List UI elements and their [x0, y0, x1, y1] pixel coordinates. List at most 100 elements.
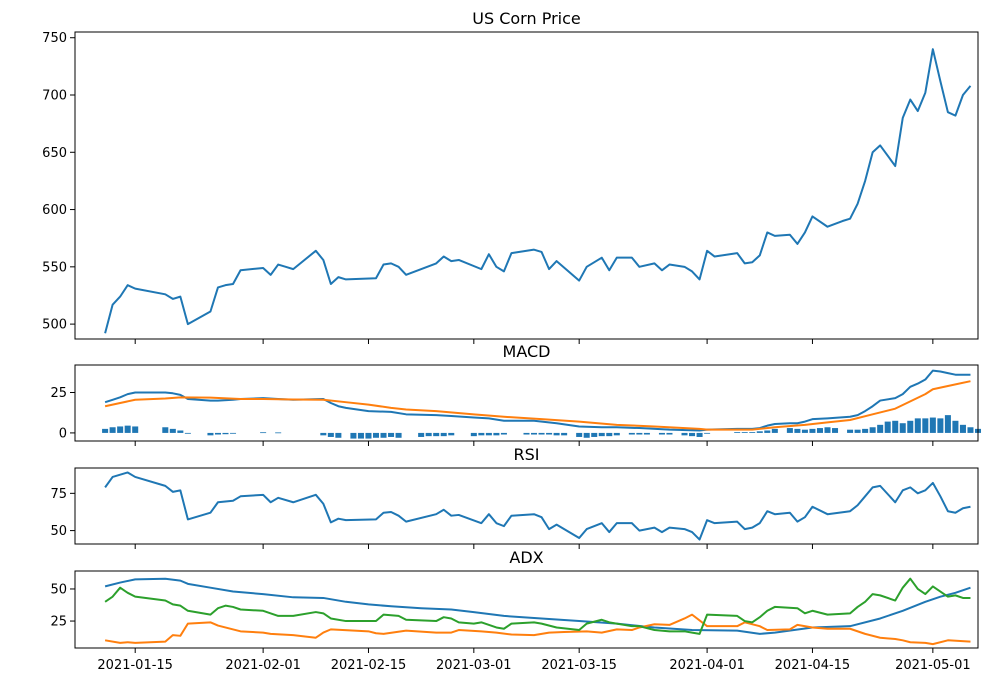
macd-ytick-label: 0 [59, 426, 67, 441]
macd-histogram-bar [606, 432, 613, 437]
macd-histogram-bar [922, 418, 929, 433]
macd-histogram-bar [847, 429, 854, 433]
macd-histogram-bar [531, 432, 538, 435]
macd-histogram-bar [117, 426, 124, 433]
macd-histogram-bar [937, 418, 944, 433]
price-blue-line [104, 48, 972, 334]
macd-histogram-bar [478, 432, 485, 436]
macd-histogram-bar [230, 432, 237, 434]
macd-frame [74, 364, 979, 442]
macd-histogram-bar [523, 432, 530, 435]
adx-ytick-label: 50 [50, 582, 67, 597]
macd-histogram-bar [169, 428, 176, 433]
x-tick-label: 2021-04-15 [775, 658, 851, 673]
macd-histogram-bar [109, 427, 116, 433]
macd-histogram-bar [425, 432, 432, 437]
macd-histogram-bar [214, 432, 221, 435]
rsi-blue-line [104, 471, 971, 541]
rsi-frame [74, 467, 979, 545]
macd-histogram-bar [372, 432, 380, 438]
macd-histogram-bar [418, 432, 425, 437]
macd-histogram-bar [320, 432, 327, 436]
macd-histogram-bar [485, 432, 492, 436]
macd-histogram-bar [952, 420, 959, 433]
macd-histogram-bar [689, 432, 696, 437]
macd-histogram-bar [553, 432, 560, 436]
macd-orange-line [104, 380, 971, 431]
macd-histogram-bar [124, 425, 131, 433]
macd-histogram-bar [470, 432, 477, 437]
macd-histogram-bar [102, 428, 109, 433]
macd-histogram-bar [177, 430, 184, 433]
price-ytick-label: 550 [42, 260, 67, 275]
macd-histogram-bar [944, 415, 951, 433]
macd-histogram-bar [576, 432, 583, 437]
macd-histogram-bar [335, 432, 342, 438]
adx-green-line [104, 577, 971, 635]
macd-histogram-bar [583, 432, 590, 438]
macd-histogram-bar [350, 432, 357, 439]
macd-histogram-bar [395, 432, 402, 438]
adx-ytick-label: 25 [50, 615, 67, 630]
macd-histogram-bar [764, 430, 771, 433]
macd-histogram-bar [440, 432, 447, 437]
macd-histogram-bar [771, 428, 778, 433]
macd-histogram-bar [546, 432, 553, 435]
macd-histogram-bar [824, 427, 831, 433]
price-ytick-label: 700 [42, 89, 67, 104]
macd-histogram-bar [696, 432, 703, 437]
macd-histogram-bar [929, 417, 936, 433]
macd-histogram-bar [275, 432, 282, 434]
adx-title: ADX [509, 548, 543, 567]
macd-histogram-bar [794, 428, 801, 433]
x-tick-label: 2021-04-01 [669, 658, 745, 673]
macd-histogram-bar [816, 428, 823, 433]
price-ytick-label: 750 [42, 31, 67, 46]
adx-orange-line [104, 613, 971, 646]
x-tick-label: 2021-03-01 [436, 658, 512, 673]
macd-histogram-bar [681, 432, 688, 436]
macd-histogram-bar [433, 432, 440, 437]
macd-histogram-bar [448, 432, 455, 436]
macd-histogram-bar [749, 432, 756, 433]
rsi-ytick-label: 75 [50, 487, 67, 502]
macd-histogram-bar [892, 420, 899, 433]
macd-histogram-bar [832, 428, 839, 433]
macd-histogram-bar [388, 432, 395, 437]
x-tick-label: 2021-01-15 [97, 658, 173, 673]
macd-histogram-bar [598, 432, 605, 437]
macd-histogram-bar [877, 424, 884, 433]
macd-histogram-bar [493, 432, 500, 436]
macd-histogram-bar [809, 428, 816, 433]
x-tick-label: 2021-02-01 [225, 658, 301, 673]
macd-histogram-bar [786, 428, 793, 433]
macd-histogram-bar [734, 432, 741, 433]
macd-ytick-label: 25 [50, 386, 67, 401]
macd-histogram-bar [327, 432, 334, 437]
macd-histogram-bar [643, 432, 650, 435]
macd-histogram-bar [801, 429, 808, 433]
macd-histogram-bar [260, 432, 267, 434]
adx-panel: ADX 25 50 2021-01-15 2021-02-01 2021-02-15 202… [50, 548, 979, 673]
macd-histogram-bar [222, 432, 229, 435]
macd-histogram-bar [854, 429, 861, 433]
adx-frame [74, 570, 979, 649]
macd-histogram-bar [561, 432, 568, 436]
rsi-title: RSI [514, 445, 540, 464]
adx-blue-line [104, 577, 971, 635]
macd-histogram-bar [628, 432, 635, 435]
macd-title: MACD [503, 342, 551, 361]
macd-histogram-bar [884, 421, 891, 433]
macd-histogram-bar [207, 432, 214, 436]
x-tick-label: 2021-03-15 [541, 658, 617, 673]
macd-histogram-bar [869, 427, 876, 433]
macd-histogram-bar [914, 418, 921, 433]
macd-histogram-bar [591, 432, 598, 437]
macd-histogram-bar [162, 427, 169, 433]
macd-histogram-bar [132, 426, 139, 433]
macd-histogram-bar [756, 431, 763, 433]
price-title: US Corn Price [472, 9, 580, 28]
x-tick-label: 2021-02-15 [331, 658, 407, 673]
macd-histogram-bar [741, 432, 748, 433]
